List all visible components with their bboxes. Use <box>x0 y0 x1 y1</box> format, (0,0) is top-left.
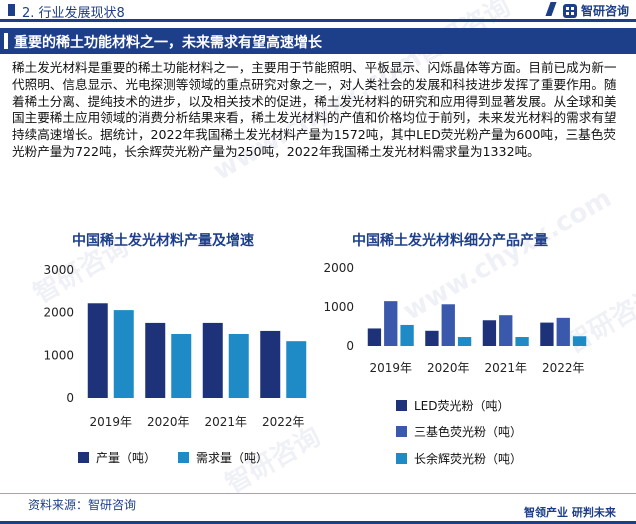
bar <box>400 324 414 346</box>
header-rule <box>0 19 636 22</box>
bar <box>482 320 497 346</box>
chart2-plot: 0 1000 2000 2019年 2020年 2021年 2022年 <box>323 261 587 375</box>
chart1-legend-item: 产量（吨） <box>78 449 156 466</box>
x-tick-label: 2019年 <box>89 415 132 429</box>
x-tick-label: 2021年 <box>484 361 527 375</box>
chart1-legend-label-demand: 需求量（吨） <box>196 451 269 465</box>
x-tick-label: 2021年 <box>204 415 247 429</box>
slogan: 智领产业 研判未来 <box>524 506 616 519</box>
y-tick-label: 3000 <box>43 263 74 277</box>
bottom-rule <box>0 521 636 524</box>
x-tick-label: 2020年 <box>147 415 190 429</box>
section-title: 2. 行业发展现状8 <box>22 6 125 21</box>
chart2-legend-label-afterglow: 长余辉荧光粉（吨） <box>414 452 523 466</box>
bar <box>202 322 223 398</box>
legend-swatch <box>78 452 89 463</box>
bar <box>515 337 529 346</box>
bar <box>367 328 382 346</box>
intro-paragraph: 稀土发光材料是重要的稀土功能材料之一，主要用于节能照明、平板显示、闪烁晶体等方面… <box>12 60 617 159</box>
legend-swatch <box>396 426 407 437</box>
chart1-legend-item: 需求量（吨） <box>178 449 268 466</box>
legend-swatch <box>396 453 407 464</box>
brand-name: 智研咨询 <box>581 4 630 18</box>
chart2-legend-item: 三基色荧光粉（吨） <box>396 423 522 440</box>
brand: 智研咨询 <box>562 2 629 19</box>
y-tick-label: 1000 <box>323 300 354 314</box>
x-tick-label: 2022年 <box>262 415 305 429</box>
x-tick-label: 2020年 <box>427 361 470 375</box>
bar <box>556 317 570 346</box>
bar <box>113 310 134 398</box>
chart1-legend-label-output: 产量（吨） <box>96 451 157 465</box>
section-marker <box>8 4 15 16</box>
chart2-legend-item: LED荧光粉（吨） <box>396 397 510 414</box>
bar <box>499 315 513 346</box>
chart1-plot: 0 1000 2000 3000 2019年 2020年 2021年 2022年 <box>43 263 307 429</box>
chart2-legend-item: 长余辉荧光粉（吨） <box>396 450 522 467</box>
bar <box>145 322 166 398</box>
bar <box>540 322 554 346</box>
header-accent <box>545 2 557 16</box>
x-tick-label: 2019年 <box>369 361 412 375</box>
legend-swatch <box>178 452 189 463</box>
chart2-title: 中国稀土发光材料细分产品产量 <box>352 233 548 249</box>
banner-marker <box>4 33 8 49</box>
bar <box>384 301 398 346</box>
y-tick-label: 0 <box>66 391 74 405</box>
chart2-legend-label-led: LED荧光粉（吨） <box>414 399 510 413</box>
bar <box>228 334 249 398</box>
top-bar: 2. 行业发展现状8 智研咨询 <box>0 0 636 22</box>
chart2-legend-label-trichromatic: 三基色荧光粉（吨） <box>414 425 523 439</box>
bar <box>171 334 192 398</box>
x-tick-label: 2022年 <box>542 361 585 375</box>
bar <box>572 336 587 346</box>
legend-swatch <box>396 400 407 411</box>
bar <box>286 341 307 398</box>
source-note: 资料来源：智研咨询 <box>28 498 137 512</box>
bar <box>441 304 455 346</box>
bar <box>457 337 472 346</box>
footer-rule <box>0 493 636 494</box>
y-tick-label: 0 <box>346 339 354 353</box>
y-tick-label: 1000 <box>43 348 74 362</box>
y-tick-label: 2000 <box>43 306 74 320</box>
y-tick-label: 2000 <box>323 261 354 275</box>
chart1-title: 中国稀土发光材料产量及增速 <box>72 233 254 249</box>
zhiyan-logo-icon <box>563 3 577 18</box>
banner-title: 重要的稀土功能材料之一，未来需求有望高速增长 <box>14 35 322 51</box>
bar <box>260 330 281 398</box>
banner: 重要的稀土功能材料之一，未来需求有望高速增长 <box>0 28 636 54</box>
bar <box>87 303 108 398</box>
bar <box>425 330 439 346</box>
